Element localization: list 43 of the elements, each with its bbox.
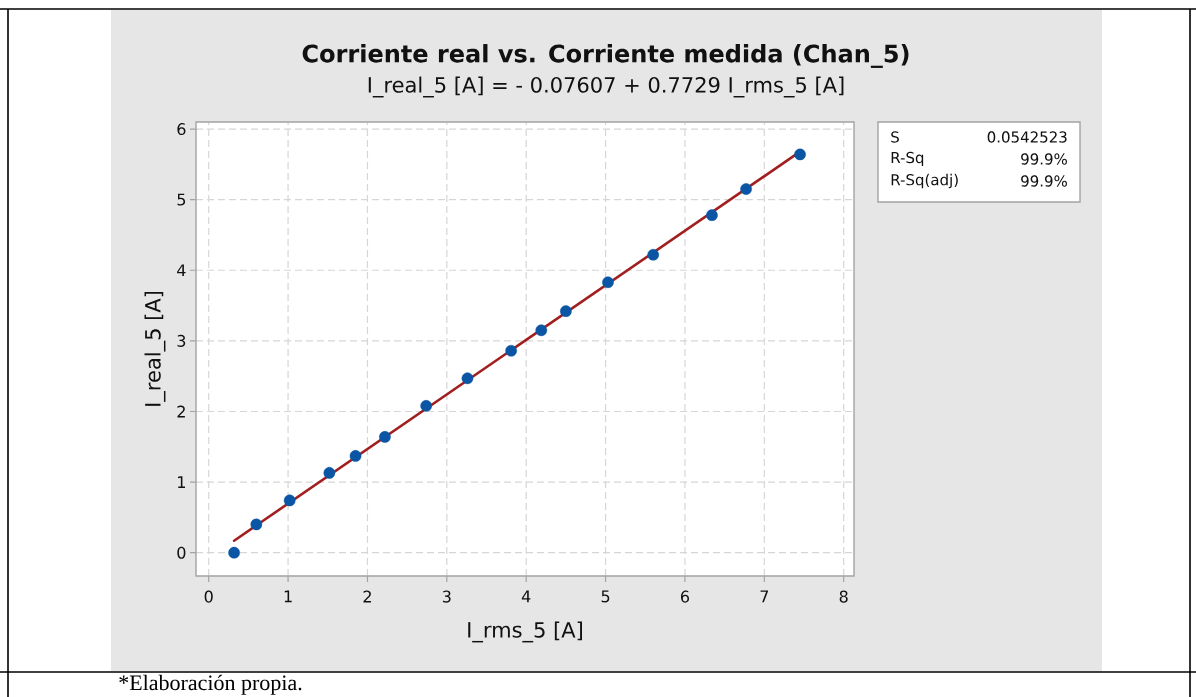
point xyxy=(706,209,718,221)
y-tick-label: 4 xyxy=(177,264,186,277)
text: 0.0542523 xyxy=(987,131,1067,143)
x-tick-label: 6 xyxy=(680,590,690,603)
text: R-Sq(adj) xyxy=(891,173,958,189)
point xyxy=(794,148,806,161)
text: S xyxy=(891,131,899,143)
point xyxy=(560,305,572,318)
text: R-Sq xyxy=(891,151,924,167)
y-tick-label: 3 xyxy=(177,334,186,347)
point xyxy=(505,344,517,357)
point xyxy=(379,431,391,443)
point xyxy=(420,400,432,412)
x-tick-label: 2 xyxy=(363,590,371,603)
y-tick-label: 0 xyxy=(177,546,186,559)
point xyxy=(283,494,296,507)
point xyxy=(535,324,548,337)
y-tick-label: 2 xyxy=(177,405,185,418)
text: 99.9% xyxy=(1021,175,1067,187)
point xyxy=(602,276,614,289)
y-axis-title: I_real_5 [A] xyxy=(144,291,166,406)
x-tick-label: 8 xyxy=(839,590,848,603)
point xyxy=(740,183,752,195)
y-tick-label: 1 xyxy=(178,476,185,488)
x-tick-label: 0 xyxy=(204,590,213,603)
point xyxy=(461,372,474,385)
x-tick-label: 1 xyxy=(284,590,292,603)
x-tick-label: 3 xyxy=(442,590,451,603)
point xyxy=(228,546,240,559)
x-tick-label: 5 xyxy=(601,590,610,603)
chart-subtitle: I_real_5 [A] = - 0.07607 + 0.7729 I_rms_5 [A] xyxy=(368,76,844,98)
y-tick-label: 6 xyxy=(177,123,186,136)
x-axis-title: I_rms_5 [A] xyxy=(468,621,582,643)
point xyxy=(323,467,336,479)
chart-title: Corriente real vs. Corriente medida (Chan_5) xyxy=(302,44,909,68)
point xyxy=(647,248,659,261)
x-tick-label: 7 xyxy=(760,590,769,603)
point xyxy=(349,450,362,462)
text: 99.9% xyxy=(1021,153,1067,165)
x-tick-label: 4 xyxy=(521,590,531,603)
text: *Elaboración propia. xyxy=(119,674,302,695)
point xyxy=(250,518,263,531)
y-tick-label: 5 xyxy=(177,193,186,206)
